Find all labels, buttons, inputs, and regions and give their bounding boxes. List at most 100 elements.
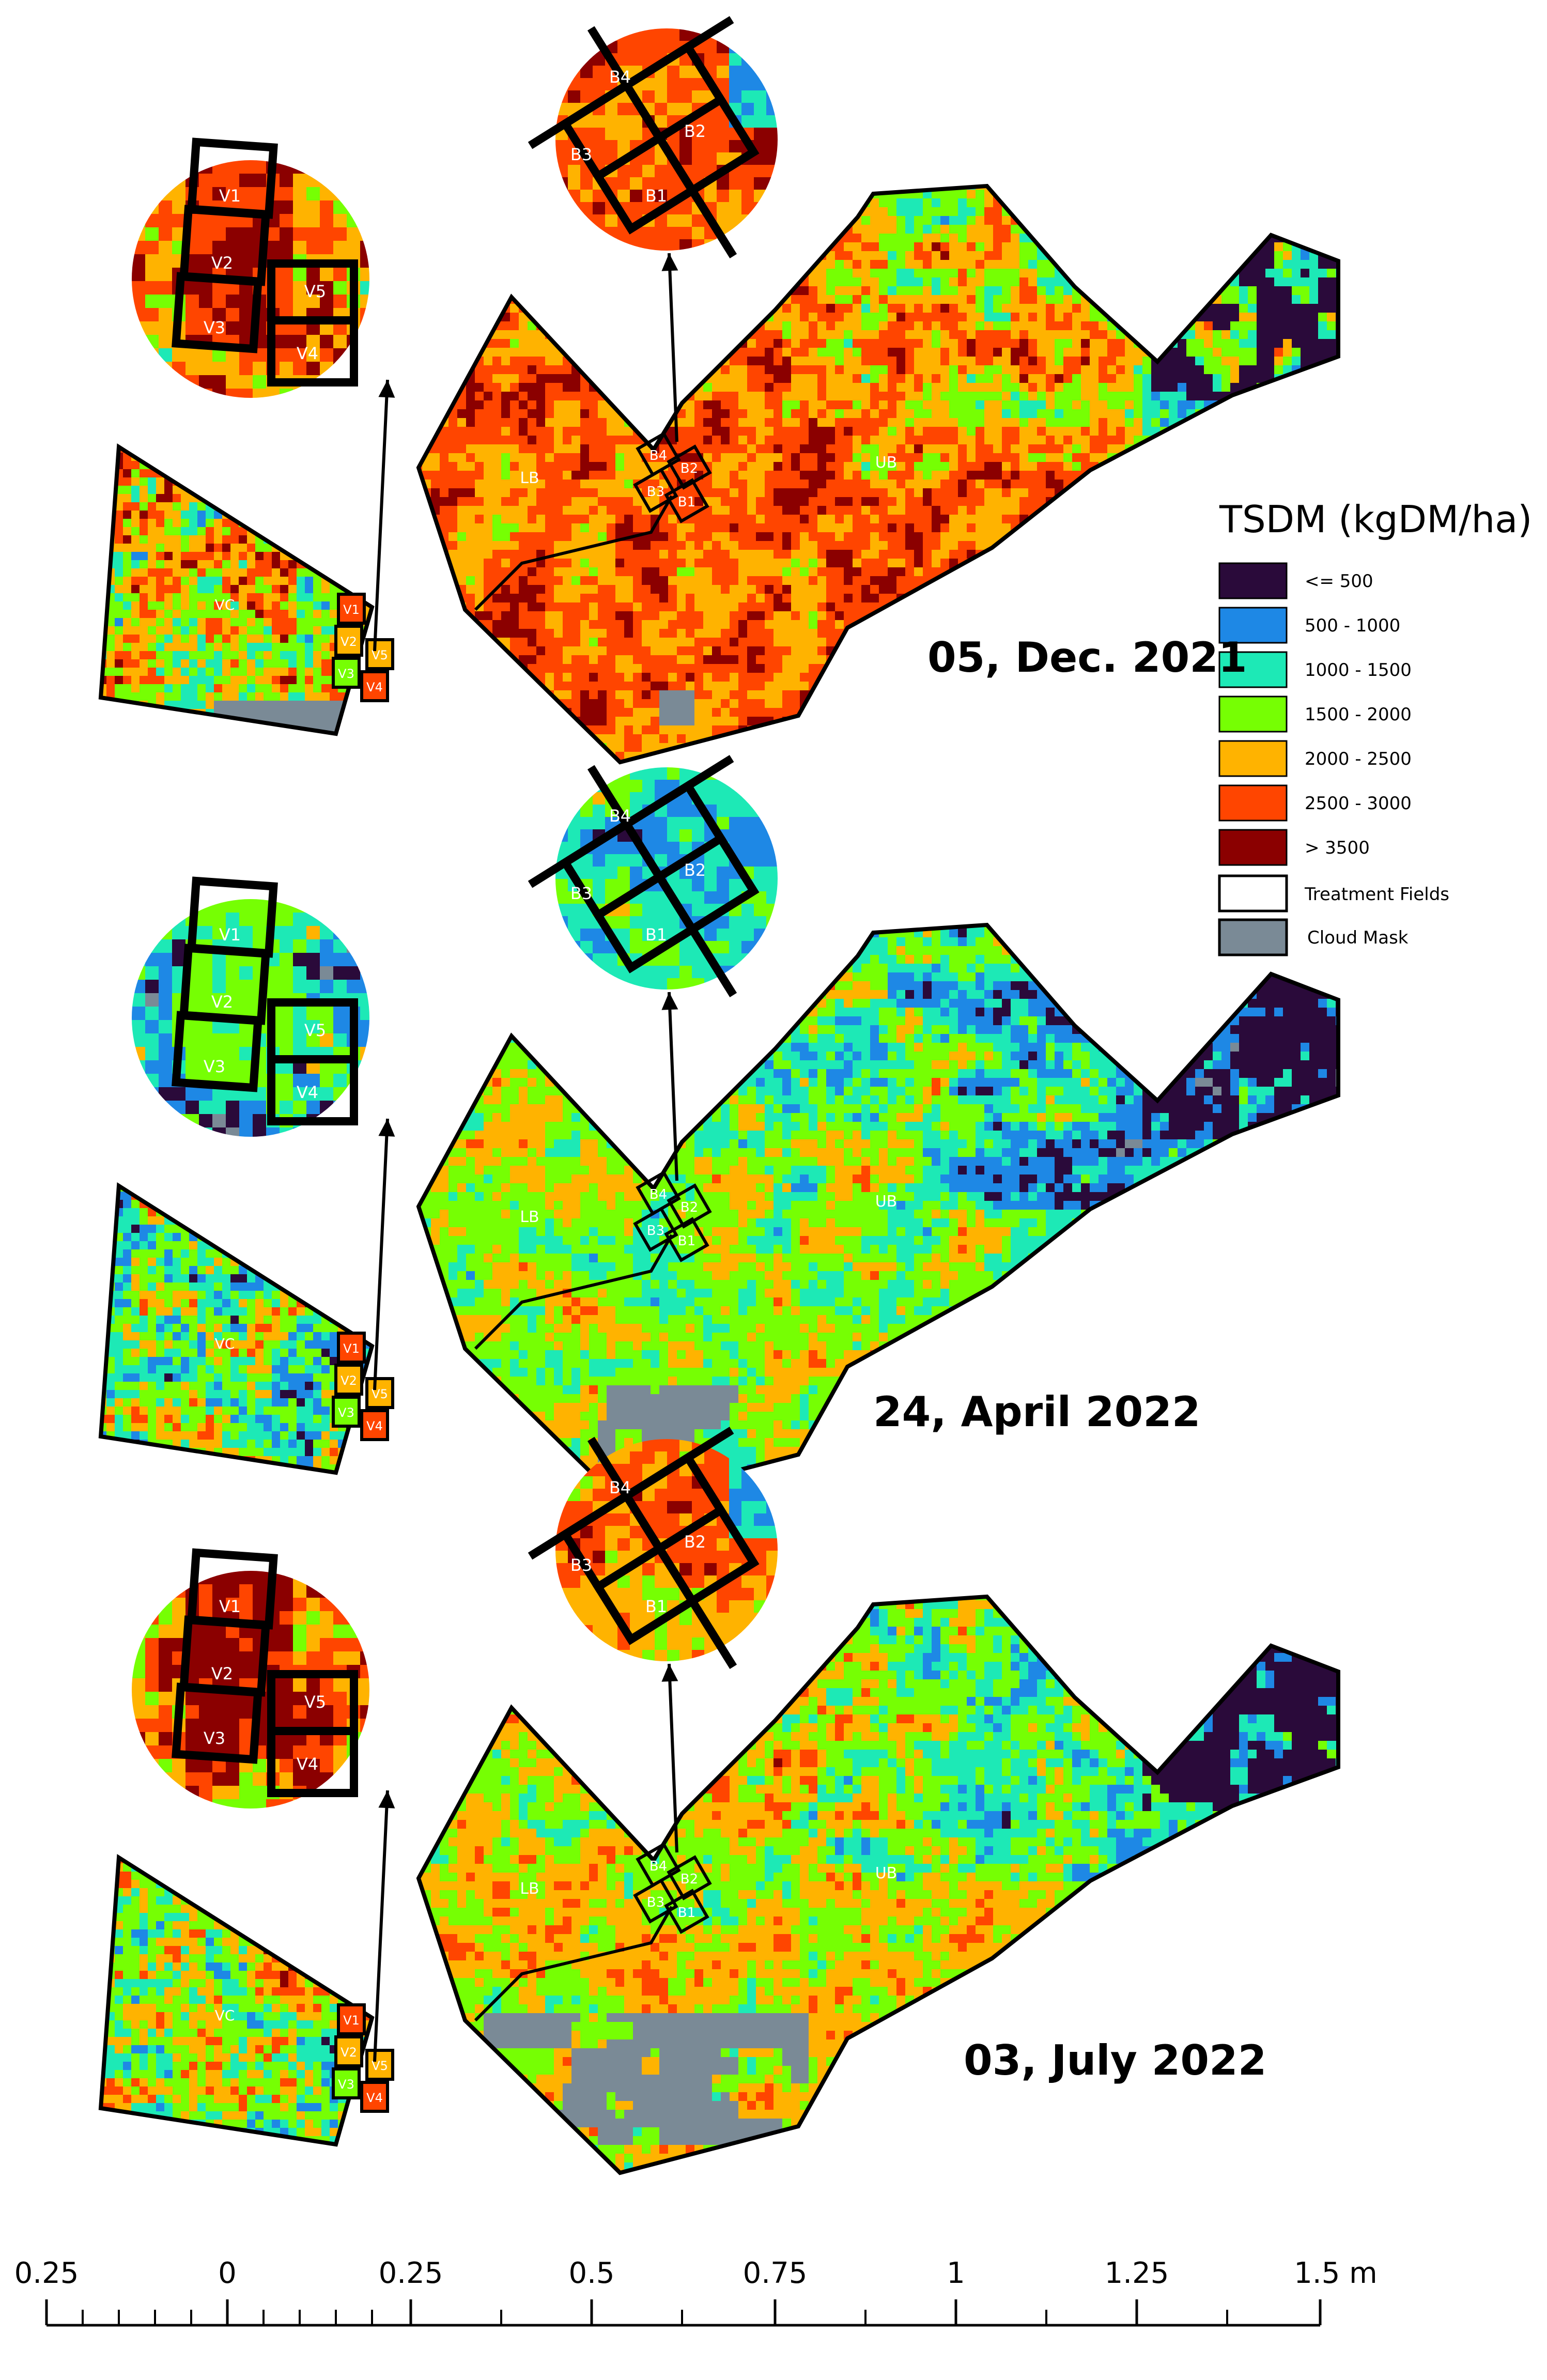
zoom-label-v1: V1 (219, 1597, 241, 1616)
zoom-label-b4: B4 (609, 1478, 631, 1497)
zoom-circle-v: V1 V2 V3 V5 V4 (132, 876, 369, 1137)
treatment-field-v2 (334, 2035, 363, 2067)
date-label-3: 03, July 2022 (964, 2036, 1266, 2084)
treatment-field-b4 (636, 1170, 681, 1216)
zoom-label-b3: B3 (570, 884, 592, 903)
label-ub: UB (875, 454, 898, 472)
treatment-field-b3 (633, 1207, 678, 1252)
legend-label: 1500 - 2000 (1305, 704, 1412, 725)
arrow-head (378, 1119, 395, 1137)
legend-swatch (1218, 562, 1288, 599)
label-v2: V2 (341, 2045, 357, 2060)
label-b3: B3 (647, 1223, 664, 1239)
zoom-arrow (668, 992, 678, 1181)
label-b4: B4 (649, 1187, 667, 1202)
label-vc: VC (215, 2007, 235, 2024)
legend-swatch (1218, 651, 1288, 688)
label-lb: LB (520, 1208, 539, 1226)
treatment-field-b1 (664, 478, 709, 523)
treatment-field-v2 (334, 1364, 363, 1396)
legend-item-6: 2500 - 3000 (1218, 784, 1412, 822)
legend-item-4: 1500 - 2000 (1218, 696, 1412, 733)
legend-swatch (1218, 607, 1288, 644)
legend-label: 1000 - 1500 (1305, 660, 1412, 681)
arrow-head (661, 253, 678, 271)
zoom-label-v1: V1 (219, 186, 241, 206)
legend-item-2: 500 - 1000 (1218, 607, 1400, 644)
zoom-label-v3: V3 (204, 1728, 225, 1748)
label-lb: LB (520, 1880, 539, 1898)
b-grid (528, 755, 760, 998)
treatment-field-b1 (664, 1889, 709, 1934)
scale-label: 0.25 (379, 2257, 443, 2290)
legend-title: TSDM (kgDM/ha) (1219, 498, 1532, 541)
legend-swatch (1218, 740, 1288, 777)
zoom-label-b1: B1 (645, 186, 667, 206)
treatment-field-b2 (667, 444, 712, 490)
v-grid (172, 1548, 358, 1797)
treatment-field-b2 (667, 1183, 712, 1229)
treatment-field-v5 (365, 1377, 394, 1409)
zoom-label-b2: B2 (684, 121, 706, 141)
zoom-label-b3: B3 (570, 1555, 592, 1575)
label-b1: B1 (678, 1233, 695, 1249)
arrow-head (378, 380, 395, 398)
treatment-field-b3 (633, 468, 678, 513)
label-b4: B4 (649, 1859, 667, 1874)
main-field-outline (416, 922, 1340, 1504)
treatment-field-v1 (337, 593, 366, 625)
lb-boundary (474, 495, 673, 611)
label-v1: V1 (343, 2013, 360, 2028)
zoom-label-b2: B2 (684, 1532, 706, 1552)
label-b4: B4 (649, 448, 667, 463)
scale-label: 0.25 (14, 2257, 79, 2290)
treatment-field-v2 (334, 625, 363, 657)
legend-item-1: <= 500 (1218, 562, 1373, 599)
zoom-label-v5: V5 (304, 282, 326, 301)
label-v4: V4 (366, 2091, 383, 2105)
label-vc: VC (215, 596, 235, 613)
lb-boundary (474, 1234, 673, 1350)
treatment-field-v1 (337, 1332, 366, 1364)
legend-swatch (1218, 696, 1288, 733)
legend-item-7: > 3500 (1218, 829, 1370, 866)
zoom-label-b4: B4 (609, 806, 631, 826)
label-lb: LB (520, 469, 539, 487)
scale-label: 0 (218, 2257, 237, 2290)
treatment-field-v5 (365, 2049, 394, 2081)
treatment-field-b2 (667, 1855, 712, 1900)
label-v3: V3 (338, 667, 354, 681)
scale-labels: 0.25 0 0.25 0.5 0.75 1 1.25 1.5 m (14, 2257, 1378, 2290)
zoom-label-b2: B2 (684, 860, 706, 880)
legend-label: 500 - 1000 (1305, 615, 1400, 636)
scale-ticks (45, 2299, 1322, 2327)
legend-item-treatment: Treatment Fields (1218, 874, 1449, 913)
label-b3: B3 (647, 484, 664, 500)
label-b2: B2 (680, 461, 698, 476)
date-label-2: 24, April 2022 (873, 1388, 1201, 1436)
zoom-label-v4: V4 (297, 344, 318, 363)
vc-field-outline (98, 1854, 375, 2147)
legend-item-5: 2000 - 2500 (1218, 740, 1412, 777)
treatment-field-v4 (360, 1409, 389, 1441)
legend-label: <= 500 (1305, 571, 1373, 592)
treatment-field-b3 (633, 1878, 678, 1924)
main-field-outline (416, 1594, 1340, 2175)
zoom-label-v3: V3 (204, 1057, 225, 1076)
zoom-label-v1: V1 (219, 925, 241, 945)
scale-bar: 0.25 0 0.25 0.5 0.75 1 1.25 1.5 m (14, 2257, 1378, 2327)
treatment-field-v3 (332, 657, 361, 689)
legend-label: 2000 - 2500 (1305, 749, 1412, 769)
b-grid (528, 1427, 760, 1670)
zoom-label-v2: V2 (211, 253, 233, 273)
label-v4: V4 (366, 680, 383, 694)
scale-label: 1.5 m (1294, 2257, 1377, 2290)
zoom-label-b1: B1 (645, 1597, 667, 1616)
legend: TSDM (kgDM/ha) <= 500 500 - 1000 1000 - 15… (1218, 498, 1532, 956)
cloud-swatch (1218, 918, 1288, 956)
scale-label: 1 (947, 2257, 965, 2290)
arrow-head (661, 1664, 678, 1682)
zoom-arrow (373, 379, 389, 652)
zoom-circle-v: V1 V2 V3 V5 V4 (132, 1548, 369, 1809)
legend-item-cloud: Cloud Mask (1218, 918, 1409, 956)
